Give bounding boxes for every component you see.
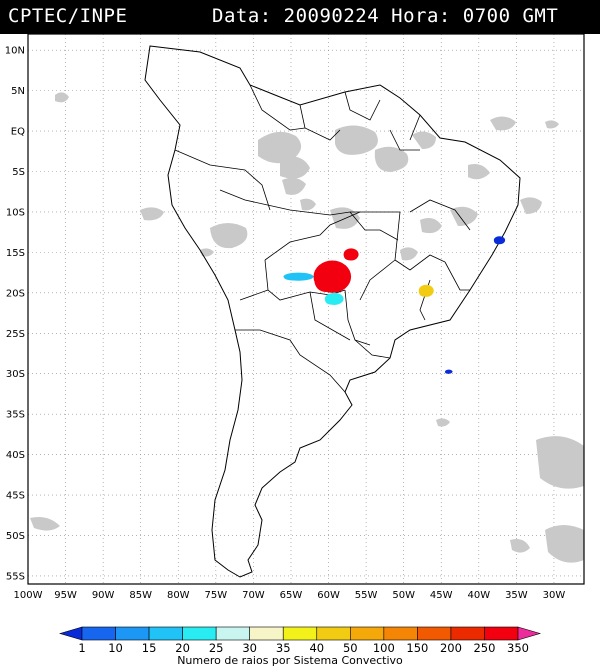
lightning-cluster <box>445 369 453 374</box>
legend-value: 15 <box>142 641 157 655</box>
source-label: CPTEC/INPE <box>8 5 128 27</box>
lon-label: 55W <box>355 590 378 601</box>
legend-value: 20 <box>175 641 190 655</box>
legend-swatch <box>182 626 217 641</box>
lon-label: 65W <box>280 590 303 601</box>
lon-label: 45W <box>430 590 453 601</box>
lon-label: 70W <box>242 590 265 601</box>
legend-value: 350 <box>507 641 529 655</box>
cluster-lobe <box>325 296 337 305</box>
lon-label: 40W <box>467 590 490 601</box>
datetime-label: Data: 20090224 Hora: 0700 GMT <box>212 5 558 27</box>
legend-value: 100 <box>373 641 395 655</box>
legend-swatch <box>115 626 150 641</box>
legend-value: 1 <box>78 641 85 655</box>
legend-swatch <box>58 626 83 641</box>
cluster-lobe <box>343 251 353 261</box>
lightning-clusters <box>283 236 506 374</box>
lon-label: 85W <box>129 590 152 601</box>
lat-label: 5S <box>12 167 25 178</box>
lon-label: 80W <box>167 590 190 601</box>
legend-value: 10 <box>108 641 123 655</box>
legend-swatch <box>484 626 519 641</box>
lat-label: 35S <box>6 410 25 421</box>
cluster-lobe <box>314 269 337 293</box>
lon-label: 30W <box>543 590 566 601</box>
legend-value: 150 <box>406 641 428 655</box>
lat-label: EQ <box>11 127 25 138</box>
lat-label: 25S <box>6 329 25 340</box>
time-value: 0700 GMT <box>462 5 559 27</box>
legend-swatch <box>383 626 418 641</box>
map-header: CPTEC/INPE Data: 20090224 Hora: 0700 GMT <box>0 0 600 34</box>
cluster-lobe <box>494 238 501 245</box>
legend-swatch <box>215 626 250 641</box>
date-value: 20090224 <box>283 5 380 27</box>
lightning-cluster <box>418 284 434 297</box>
lat-label: 5N <box>11 86 25 97</box>
legend-value: 35 <box>276 641 291 655</box>
lon-label: 95W <box>54 590 77 601</box>
cluster-lobe <box>419 288 429 297</box>
legend-swatch <box>517 626 542 641</box>
color-legend: 1 10 15 20 25 30 35 40 50 100 150 200 250 350 Numero … <box>58 626 542 667</box>
lat-label: 45S <box>6 491 25 502</box>
lightning-cluster <box>313 260 352 293</box>
legend-value: 250 <box>473 641 495 655</box>
legend-swatch <box>148 626 183 641</box>
legend-swatch <box>249 626 284 641</box>
lat-label: 15S <box>6 248 25 259</box>
cloud-cover <box>30 92 584 563</box>
lightning-cluster <box>283 272 314 281</box>
lightning-cluster <box>493 236 506 245</box>
lon-label: 75W <box>205 590 228 601</box>
lon-label: 100W <box>14 590 43 601</box>
lightning-map: 10N5NEQ5S10S15S20S25S30S35S40S45S50S55S … <box>0 34 600 618</box>
lightning-cluster <box>324 292 344 305</box>
cluster-lobe <box>284 274 303 281</box>
legend-title: Numero de raios por Sistema Convectivo <box>177 654 403 667</box>
legend-value: 200 <box>440 641 462 655</box>
legend-swatch <box>316 626 351 641</box>
time-label: Hora: <box>391 5 451 27</box>
legend-swatch <box>282 626 318 641</box>
lightning-cluster <box>343 248 359 261</box>
lon-label: 90W <box>92 590 115 601</box>
legend-value: 40 <box>309 641 324 655</box>
legend-swatch <box>81 626 116 641</box>
lat-label: 40S <box>6 450 25 461</box>
latitude-labels: 10N 5N EQ 5S 10S 15S 20S 25S 30S 35S 40S 45S 50S 55S <box>5 46 25 583</box>
lon-label: 50W <box>392 590 415 601</box>
lon-label: 60W <box>317 590 340 601</box>
date-label: Data: <box>212 5 272 27</box>
lat-label: 10N <box>5 46 25 57</box>
lat-label: 10S <box>6 207 25 218</box>
map-features <box>30 45 584 578</box>
legend-value-labels: 1 10 15 20 25 30 35 40 50 100 150 200 250 350 <box>78 641 529 655</box>
legend-swatch <box>450 626 485 641</box>
lat-label: 55S <box>6 571 25 582</box>
legend-swatch <box>350 626 385 641</box>
coastline <box>144 45 521 578</box>
grid-lines <box>27 34 584 584</box>
cluster-lobe <box>445 370 450 374</box>
legend-swatch <box>417 626 452 641</box>
longitude-labels: 100W 95W 90W 85W 80W 75W 70W 65W 60W 55W 50W 45W 40W… <box>14 590 566 601</box>
legend-value: 50 <box>343 641 358 655</box>
lat-label: 20S <box>6 288 25 299</box>
legend-value: 30 <box>242 641 257 655</box>
legend-color-cells <box>58 626 542 641</box>
lat-label: 50S <box>6 531 25 542</box>
map-frame <box>27 34 585 585</box>
lon-label: 35W <box>505 590 528 601</box>
lat-label: 30S <box>6 369 25 380</box>
legend-value: 25 <box>209 641 224 655</box>
